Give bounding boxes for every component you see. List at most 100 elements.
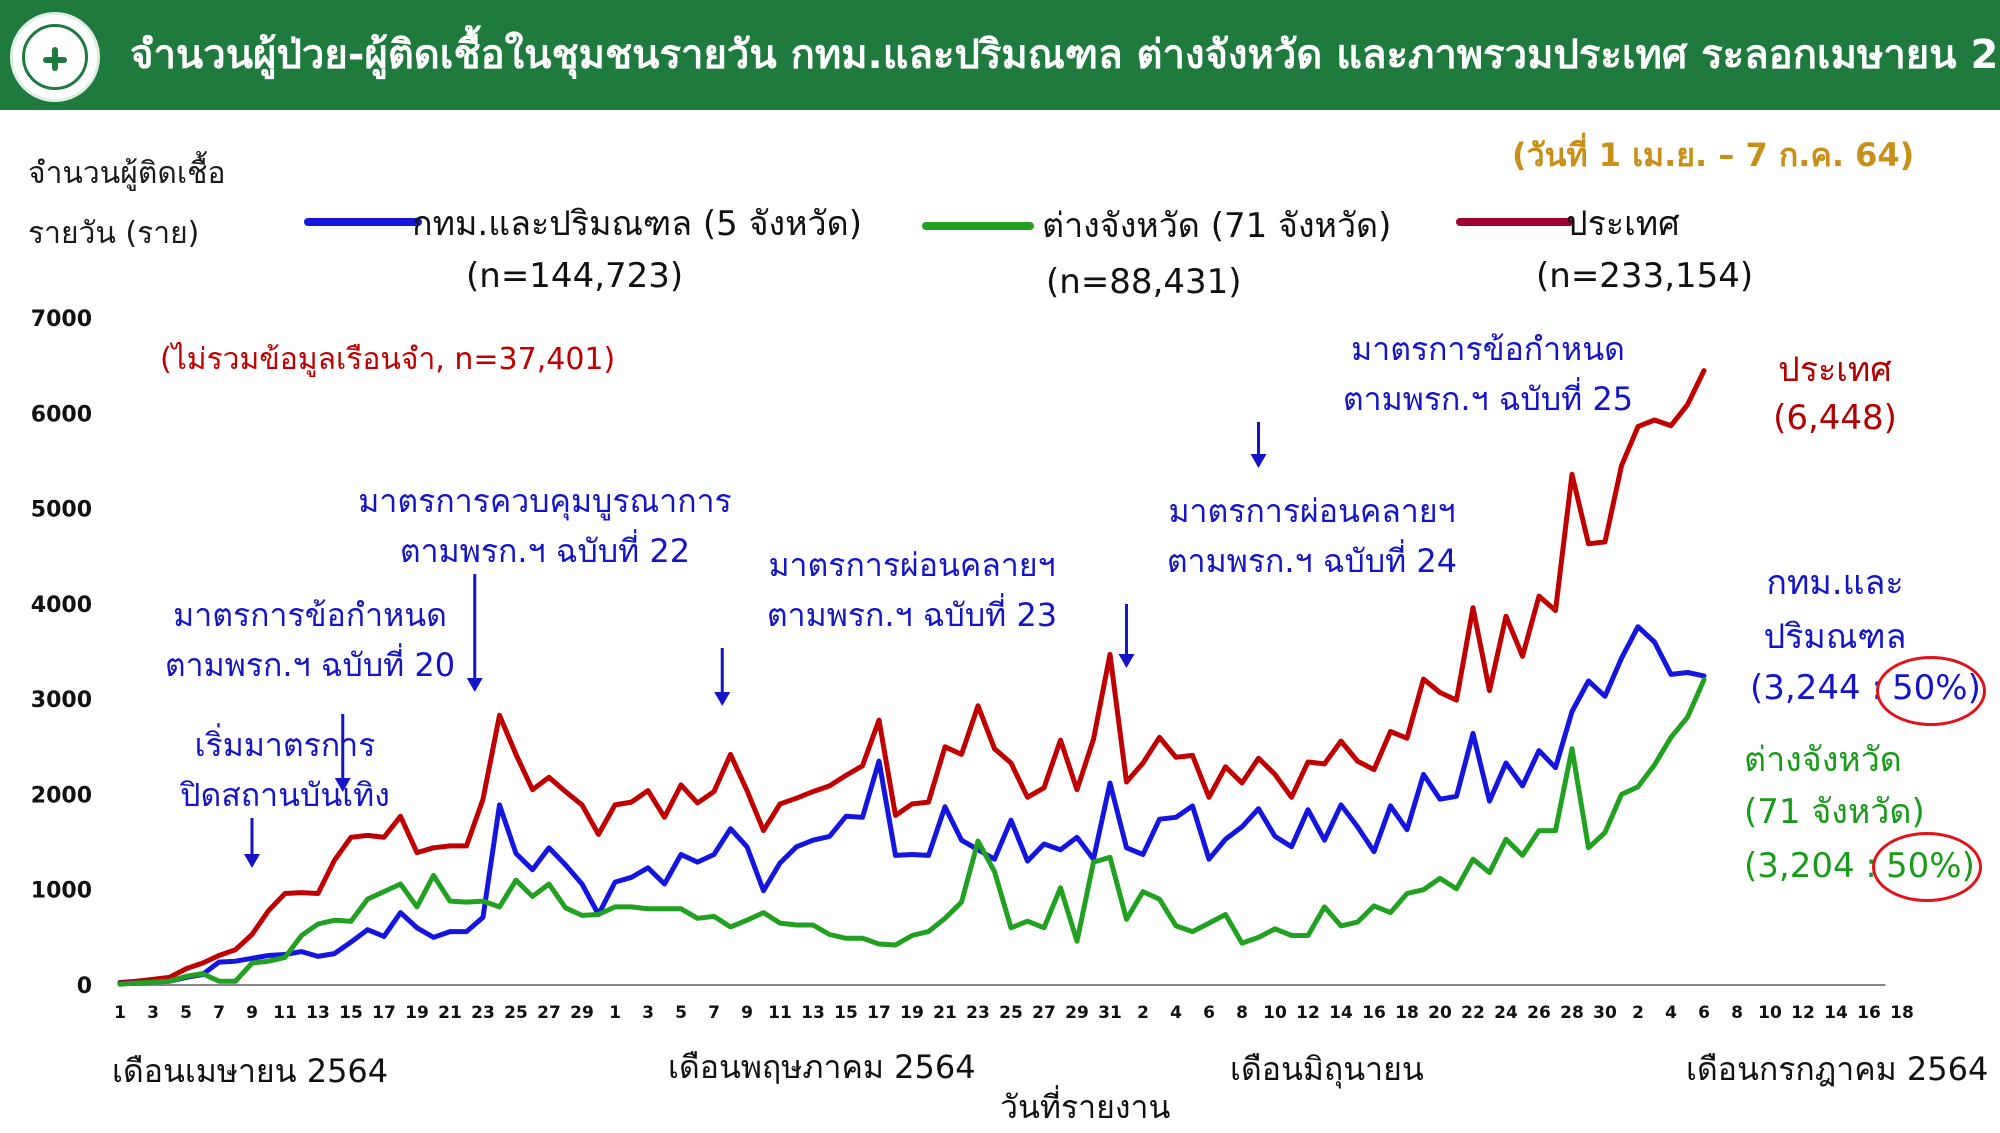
y-tick-label: 0 — [77, 974, 92, 999]
x-tick-label: 6 — [1698, 1003, 1710, 1023]
x-tick-label: 25 — [504, 1003, 528, 1023]
end-label-country: ประเทศ (6,448) — [1740, 346, 1930, 442]
month-label-june: เดือนมิถุนายน — [1230, 1050, 1424, 1088]
x-tick-label: 16 — [1857, 1003, 1881, 1023]
arrow-decree-25-head — [1250, 454, 1267, 468]
x-tick-label: 10 — [1758, 1003, 1782, 1023]
series-line-provinces — [117, 677, 1707, 987]
x-tick-label: 26 — [1527, 1003, 1551, 1023]
end-label-prov-name-2: (71 จังหวัด) — [1744, 792, 1925, 832]
y-axis-label-line1: จำนวนผู้ติดเชื้อ — [28, 156, 226, 191]
end-label-country-value: (6,448) — [1773, 398, 1897, 438]
x-tick-label: 12 — [1791, 1003, 1815, 1023]
x-tick-label: 11 — [273, 1003, 297, 1023]
annotation-4-text: มาตรการผ่อนคลายฯ ตามพรก.ฯ ฉบับที่ 23 — [766, 546, 1058, 634]
x-tick-label: 27 — [537, 1003, 561, 1023]
end-label-bkk-name-1: กทม.และ — [1766, 563, 1904, 603]
x-tick-label: 13 — [306, 1003, 330, 1023]
legend-n-bkk: (n=144,723) — [466, 256, 684, 296]
x-tick-label: 4 — [1170, 1003, 1182, 1023]
series-line-bkk — [117, 624, 1707, 986]
x-tick-label: 17 — [372, 1003, 396, 1023]
x-tick-label: 7 — [213, 1003, 225, 1023]
x-tick-label: 9 — [741, 1003, 753, 1023]
x-tick-label: 29 — [1065, 1003, 1089, 1023]
month-label-may: เดือนพฤษภาคม 2564 — [668, 1048, 976, 1086]
legend-label-bkk: กทม.และปริมณฑล (5 จังหวัด) — [412, 204, 862, 244]
x-tick-label: 17 — [867, 1003, 891, 1023]
annotation-entertainment-closure: เริ่มมาตรการ ปิดสถานบันเทิง — [155, 720, 415, 820]
x-tick-label: 3 — [642, 1003, 654, 1023]
x-tick-label: 21 — [933, 1003, 957, 1023]
logo-mark-cross — [43, 57, 67, 63]
x-tick-label: 19 — [405, 1003, 429, 1023]
x-tick-label: 27 — [1032, 1003, 1056, 1023]
annotation-3-text: มาตรการควบคุมบูรณาการ ตามพรก.ฯ ฉบับที่ 2… — [358, 482, 732, 570]
x-tick-label: 19 — [900, 1003, 924, 1023]
x-tick-label: 25 — [999, 1003, 1023, 1023]
x-tick-label: 5 — [675, 1003, 687, 1023]
x-tick-label: 21 — [438, 1003, 462, 1023]
annotation-decree-24: มาตรการผ่อนคลายฯ ตามพรก.ฯ ฉบับที่ 24 — [1142, 486, 1482, 586]
end-label-country-name: ประเทศ — [1778, 350, 1892, 390]
annotation-2-text: มาตรการข้อกำหนด ตามพรก.ฯ ฉบับที่ 20 — [164, 596, 456, 684]
x-tick-label: 28 — [1560, 1003, 1584, 1023]
legend-n-provinces: (n=88,431) — [1046, 262, 1242, 302]
y-tick-label: 2000 — [31, 783, 92, 808]
y-tick-label: 4000 — [31, 593, 92, 618]
x-tick-label: 4 — [1665, 1003, 1677, 1023]
annotation-5-text: มาตรการผ่อนคลายฯ ตามพรก.ฯ ฉบับที่ 24 — [1166, 492, 1458, 580]
x-tick-label: 18 — [1395, 1003, 1419, 1023]
x-tick-label: 24 — [1494, 1003, 1518, 1023]
y-tick-label: 7000 — [31, 307, 92, 332]
x-tick-label: 1 — [609, 1003, 621, 1023]
legend-label-provinces: ต่างจังหวัด (71 จังหวัด) — [1042, 206, 1392, 246]
x-tick-label: 8 — [1731, 1003, 1743, 1023]
end-label-prov-name-1: ต่างจังหวัด — [1744, 740, 1902, 780]
x-tick-label: 7 — [708, 1003, 720, 1023]
month-label-april: เดือนเมษายน 2564 — [112, 1052, 389, 1090]
x-tick-label: 13 — [801, 1003, 825, 1023]
x-tick-label: 16 — [1362, 1003, 1386, 1023]
x-axis-title: วันที่รายงาน — [1000, 1088, 1171, 1126]
y-tick-label: 1000 — [31, 879, 92, 904]
bkk-pct-highlight-ring — [1876, 656, 1986, 726]
x-tick-label: 23 — [471, 1003, 495, 1023]
annotation-decree-23: มาตรการผ่อนคลายฯ ตามพรก.ฯ ฉบับที่ 23 — [742, 540, 1082, 640]
x-tick-label: 8 — [1236, 1003, 1248, 1023]
arrow-decree-24-head — [1118, 654, 1135, 668]
legend-swatch-bkk — [304, 218, 422, 226]
x-tick-label: 14 — [1329, 1003, 1353, 1023]
date-range: (วันที่ 1 เม.ย. – 7 ก.ค. 64) — [1512, 136, 1915, 174]
x-tick-label: 22 — [1461, 1003, 1485, 1023]
x-tick-label: 15 — [834, 1003, 858, 1023]
legend-swatch-country — [1456, 218, 1574, 226]
end-label-bkk-value: (3,244 : — [1750, 668, 1883, 708]
x-tick-label: 18 — [1890, 1003, 1914, 1023]
x-tick-label: 10 — [1263, 1003, 1287, 1023]
prov-pct-highlight-ring — [1872, 832, 1982, 902]
legend-swatch-provinces — [922, 222, 1034, 230]
x-tick-label: 20 — [1428, 1003, 1452, 1023]
x-tick-label: 2 — [1632, 1003, 1644, 1023]
x-tick-label: 2 — [1137, 1003, 1149, 1023]
end-label-bkk-name-2: ปริมณฑล — [1763, 617, 1907, 657]
header-bar: จำนวนผู้ป่วย-ผู้ติดเชื้อในชุมชนรายวัน กท… — [0, 0, 2000, 110]
annotation-decree-25: มาตรการข้อกำหนด ตามพรก.ฯ ฉบับที่ 25 — [1318, 324, 1658, 424]
y-tick-label: 5000 — [31, 498, 92, 523]
x-tick-label: 12 — [1296, 1003, 1320, 1023]
x-tick-label: 29 — [570, 1003, 594, 1023]
x-tick-label: 15 — [339, 1003, 363, 1023]
x-tick-label: 31 — [1098, 1003, 1122, 1023]
series-line-country — [117, 368, 1707, 985]
annotation-6-text: มาตรการข้อกำหนด ตามพรก.ฯ ฉบับที่ 25 — [1342, 330, 1634, 418]
x-tick-label: 14 — [1824, 1003, 1848, 1023]
x-tick-label: 5 — [180, 1003, 192, 1023]
end-label-prov-value: (3,204 : — [1744, 846, 1877, 886]
annotation-1-text: เริ่มมาตรการ ปิดสถานบันเทิง — [180, 726, 390, 814]
annotation-decree-20: มาตรการข้อกำหนด ตามพรก.ฯ ฉบับที่ 20 — [140, 590, 480, 690]
ministry-logo-icon — [10, 12, 100, 102]
x-tick-label: 3 — [147, 1003, 159, 1023]
y-tick-label: 3000 — [31, 688, 92, 713]
